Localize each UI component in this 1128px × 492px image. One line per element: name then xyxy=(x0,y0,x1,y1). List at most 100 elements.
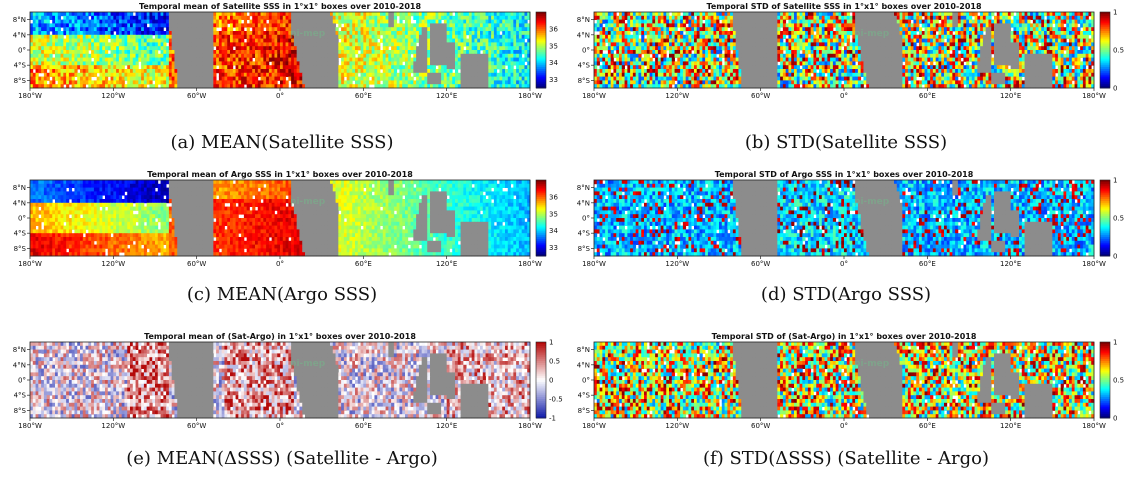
heatmap-cell xyxy=(443,42,448,47)
heatmap-cell xyxy=(916,38,920,43)
heatmap-cell xyxy=(307,38,311,43)
heatmap-cell xyxy=(71,53,75,58)
heatmap-cell xyxy=(380,27,384,32)
heatmap-cell xyxy=(452,38,456,43)
heatmap-cell xyxy=(491,84,495,89)
heatmap-cell xyxy=(55,31,59,36)
heatmap-cell xyxy=(91,42,95,47)
heatmap-cell xyxy=(213,27,217,32)
heatmap-cell xyxy=(493,53,498,58)
heatmap-cell xyxy=(166,69,170,74)
heatmap-cell xyxy=(691,34,695,39)
heatmap-cell xyxy=(207,72,211,77)
heatmap-cell xyxy=(863,19,867,24)
heatmap-cell xyxy=(432,76,436,81)
heatmap-cell xyxy=(371,31,375,36)
heatmap-cell xyxy=(944,15,948,20)
heatmap-cell xyxy=(391,19,395,24)
heatmap-cell xyxy=(77,34,81,39)
heatmap-cell xyxy=(732,42,737,47)
heatmap-cell xyxy=(305,50,309,55)
heatmap-cell xyxy=(666,27,670,32)
heatmap-cell xyxy=(421,15,425,20)
heatmap-cell xyxy=(210,72,214,77)
heatmap-cell xyxy=(807,42,812,47)
heatmap-cell xyxy=(1077,12,1081,17)
heatmap-cell xyxy=(293,84,298,89)
heatmap-cell xyxy=(346,31,350,36)
heatmap-cell xyxy=(655,31,659,36)
heatmap-cell xyxy=(810,38,814,43)
heatmap-cell xyxy=(155,69,159,74)
heatmap-cell xyxy=(60,46,64,51)
heatmap-cell xyxy=(991,19,995,24)
heatmap-cell xyxy=(182,76,186,81)
heatmap-cell xyxy=(716,15,720,20)
heatmap-cell xyxy=(721,31,725,36)
heatmap-cell xyxy=(280,76,284,81)
heatmap-cell xyxy=(1016,27,1020,32)
heatmap-cell xyxy=(371,72,375,77)
heatmap-cell xyxy=(605,12,609,17)
heatmap-cell xyxy=(80,12,84,17)
heatmap-cell xyxy=(596,15,600,20)
heatmap-cell xyxy=(796,19,800,24)
heatmap-cell xyxy=(46,84,50,89)
heatmap-cell xyxy=(146,61,150,66)
heatmap-cell xyxy=(96,12,100,17)
heatmap-cell xyxy=(260,46,264,51)
heatmap-cell xyxy=(121,61,125,66)
heatmap-cell xyxy=(191,65,195,70)
heatmap-cell xyxy=(449,53,453,58)
heatmap-cell xyxy=(277,34,281,39)
heatmap-cell xyxy=(221,38,225,43)
heatmap-cell xyxy=(385,57,389,62)
heatmap-cell xyxy=(407,50,411,55)
heatmap-cell xyxy=(524,23,528,28)
heatmap-cell xyxy=(930,34,934,39)
heatmap-cell xyxy=(302,72,306,77)
heatmap-cell xyxy=(60,61,64,66)
heatmap-cell xyxy=(205,61,209,66)
heatmap-cell xyxy=(455,31,459,36)
heatmap-cell xyxy=(293,27,298,32)
heatmap-cell xyxy=(785,31,789,36)
heatmap-cell xyxy=(38,61,42,66)
heatmap-cell xyxy=(305,15,309,20)
heatmap-cell xyxy=(127,65,131,70)
heatmap-cell xyxy=(457,61,461,66)
heatmap-cell xyxy=(368,42,373,47)
heatmap-cell xyxy=(293,42,298,47)
heatmap-cell xyxy=(841,38,845,43)
heatmap-cell xyxy=(330,61,334,66)
heatmap-cell xyxy=(146,38,150,43)
heatmap-cell xyxy=(243,12,248,17)
heatmap-cell xyxy=(96,27,100,32)
heatmap-cell xyxy=(338,34,342,39)
heatmap-cell xyxy=(182,61,186,66)
heatmap-cell xyxy=(491,53,495,58)
heatmap-cell xyxy=(716,42,720,47)
heatmap-cell xyxy=(166,23,170,28)
heatmap-cell xyxy=(116,12,120,17)
heatmap-cell xyxy=(377,42,381,47)
heatmap-cell xyxy=(691,12,695,17)
heatmap-cell xyxy=(307,23,311,28)
heatmap-cell xyxy=(110,65,114,70)
heatmap-cell xyxy=(107,69,111,74)
heatmap-cell xyxy=(149,31,153,36)
heatmap-cell xyxy=(257,46,261,51)
heatmap-cell xyxy=(449,61,453,66)
heatmap-cell xyxy=(366,50,370,55)
heatmap-cell xyxy=(382,69,386,74)
heatmap-cell xyxy=(871,38,875,43)
heatmap-cell xyxy=(38,53,42,58)
heatmap-cell xyxy=(846,42,850,47)
heatmap-cell xyxy=(624,15,628,20)
heatmap-cell xyxy=(830,19,834,24)
heatmap-cell xyxy=(1069,38,1073,43)
heatmap-cell xyxy=(118,65,123,70)
heatmap-cell xyxy=(418,61,423,66)
heatmap-cell xyxy=(388,27,392,32)
heatmap-cell xyxy=(35,46,39,51)
